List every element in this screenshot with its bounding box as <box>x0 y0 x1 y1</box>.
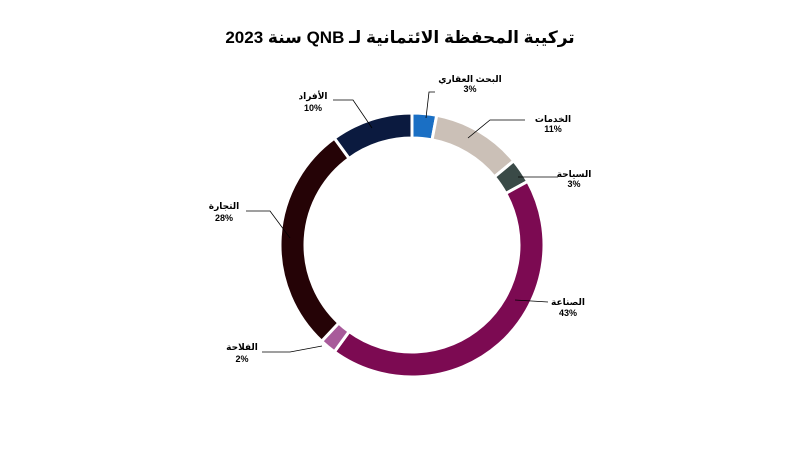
donut-slice <box>278 136 352 344</box>
donut-slice <box>430 113 516 179</box>
leader-line <box>262 345 323 353</box>
slice-label: الأفراد <box>299 90 328 102</box>
slice-label: البحث العقاري <box>438 74 501 85</box>
slice-value-label: 3% <box>463 84 476 94</box>
leader-line <box>514 299 549 303</box>
donut-slice <box>332 111 414 161</box>
slice-label: السياحة <box>557 169 592 179</box>
slice-value-label: 3% <box>567 179 580 189</box>
leader-line <box>467 119 525 139</box>
slice-value-label: 28% <box>215 213 233 223</box>
chart-title: تركيبة المحفظة الائتمانية لـ QNB سنة 202… <box>225 28 575 47</box>
leader-line <box>246 210 291 239</box>
slice-label: الصناعة <box>551 297 585 307</box>
slice-value-label: 43% <box>559 308 577 318</box>
slice-value-label: 11% <box>544 124 562 134</box>
leader-line <box>425 91 435 119</box>
leader-line <box>333 99 373 129</box>
slice-label: الفلاحة <box>226 342 258 352</box>
slice-value-label: 10% <box>304 103 322 113</box>
slice-value-label: 2% <box>235 354 248 364</box>
slice-label: الخدمات <box>535 114 571 124</box>
donut-slice <box>332 179 546 379</box>
slice-label: التجارة <box>209 201 240 212</box>
